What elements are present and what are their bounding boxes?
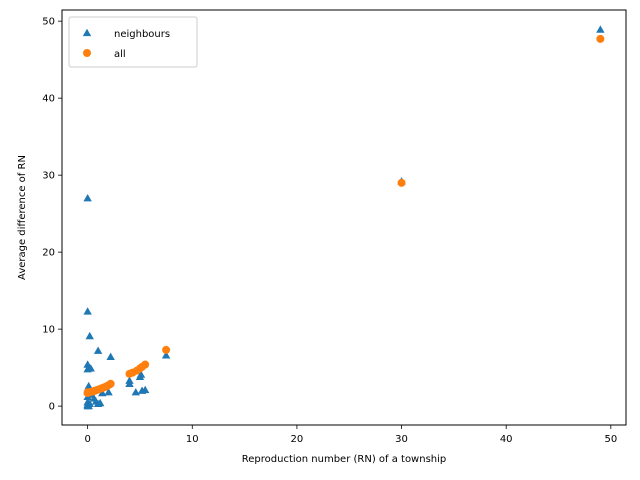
neighbours-point xyxy=(104,388,113,396)
y-tick-label: 0 xyxy=(49,402,55,413)
legend-box xyxy=(68,16,198,68)
all-point xyxy=(106,379,115,388)
neighbours-point xyxy=(95,398,105,407)
all-point xyxy=(162,345,171,354)
x-tick-label: 0 xyxy=(84,434,90,445)
neighbours-point xyxy=(161,351,171,359)
x-axis: 0 10 20 30 40 50 xyxy=(84,425,617,445)
neighbours-point xyxy=(131,388,140,396)
all-point xyxy=(596,34,605,43)
legend-neighbours-label: neighbours xyxy=(114,29,170,40)
x-tick-label: 30 xyxy=(395,434,408,445)
legend: neighbours all xyxy=(68,16,198,68)
neighbours-point xyxy=(83,194,92,202)
neighbours-point xyxy=(85,399,94,407)
legend-all-marker xyxy=(83,49,91,57)
plot-area xyxy=(83,25,605,410)
neighbours-point xyxy=(106,352,115,361)
neighbours-point xyxy=(140,385,150,394)
all-point xyxy=(141,360,150,369)
neighbours-point xyxy=(125,379,134,387)
legend-all-label: all xyxy=(114,49,126,60)
y-tick-label: 20 xyxy=(42,248,55,259)
y-axis-label: Average difference of RN xyxy=(17,155,28,280)
x-tick-label: 10 xyxy=(186,434,199,445)
y-tick-label: 30 xyxy=(42,171,55,182)
legend-neighbours-marker xyxy=(82,28,92,37)
y-axis: 0 10 20 30 40 50 xyxy=(42,17,62,413)
y-tick-label: 50 xyxy=(42,17,55,28)
x-axis-label: Reproduction number (RN) of a township xyxy=(242,454,447,465)
y-tick-label: 10 xyxy=(42,325,55,336)
x-tick-label: 40 xyxy=(500,434,513,445)
neighbours-point xyxy=(596,25,605,33)
series-all xyxy=(83,34,605,398)
neighbours-point xyxy=(85,331,94,340)
neighbours-point xyxy=(83,307,92,315)
y-tick-label: 40 xyxy=(42,94,55,105)
neighbours-point xyxy=(84,381,93,390)
neighbours-point xyxy=(86,364,95,372)
neighbours-point xyxy=(93,346,103,354)
neighbours-point xyxy=(98,388,107,397)
neighbours-point xyxy=(136,370,146,378)
neighbours-point xyxy=(83,360,92,368)
x-tick-label: 50 xyxy=(604,434,617,445)
all-point xyxy=(397,178,406,187)
x-tick-label: 20 xyxy=(291,434,304,445)
axes-frame xyxy=(61,9,627,426)
